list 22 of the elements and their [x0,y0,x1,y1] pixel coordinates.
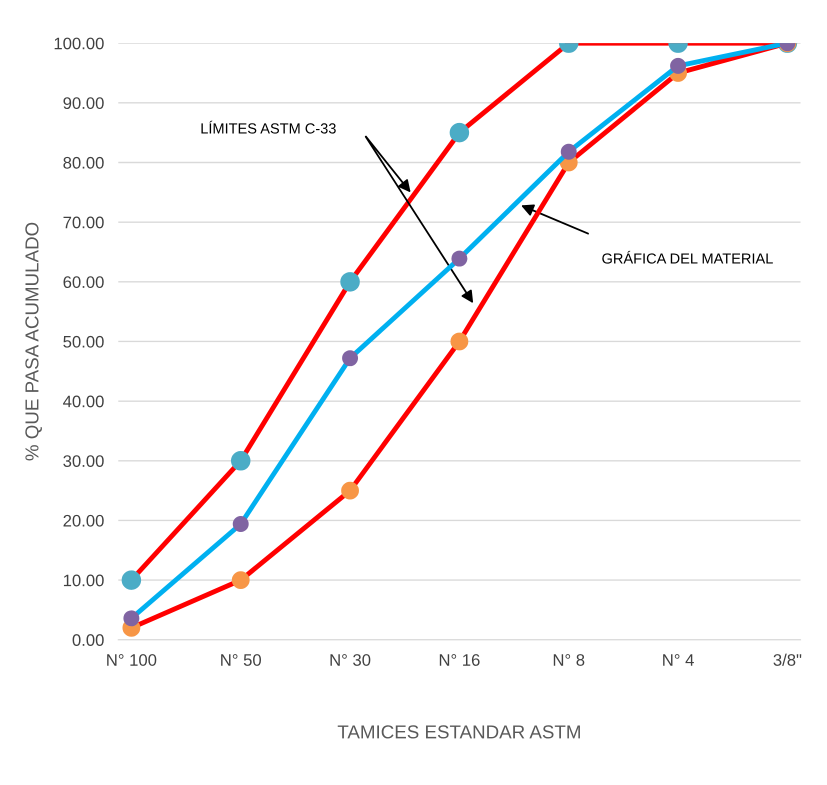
x-tick-label: N° 16 [440,654,480,666]
y-tick-label: 10.00 [64,574,104,586]
y-tick-label: 40.00 [63,396,104,408]
y-tick-label: 50.00 [63,336,104,348]
x-tick-label: 3/8" [774,654,802,666]
y-tick-label: 90.00 [63,97,104,110]
x-axis-title: TAMICES ESTANDAR ASTM [338,725,580,739]
x-tick-label: N° 100 [107,654,156,666]
x-tick-label: N° 30 [330,654,370,666]
y-tick-label: 100.00 [54,38,104,50]
y-tick-label: 80.00 [63,156,104,169]
annotation: LÍMITES ASTM C-33 [201,120,336,134]
y-tick-label: 30.00 [63,455,104,467]
annotation: GRÁFICA DEL MATERIAL [602,250,773,264]
x-tick-label: N° 50 [221,654,262,666]
y-tick-label: 20.00 [64,514,104,527]
y-tick-label: 0.00 [72,634,104,646]
x-tick-label: N° 4 [663,654,694,666]
y-tick-label: 60.00 [64,276,104,288]
y-axis-title: % QUE PASA ACUMULADO [25,222,42,460]
x-tick-label: N° 8 [554,654,584,666]
y-tick-label: 70.00 [64,216,104,228]
